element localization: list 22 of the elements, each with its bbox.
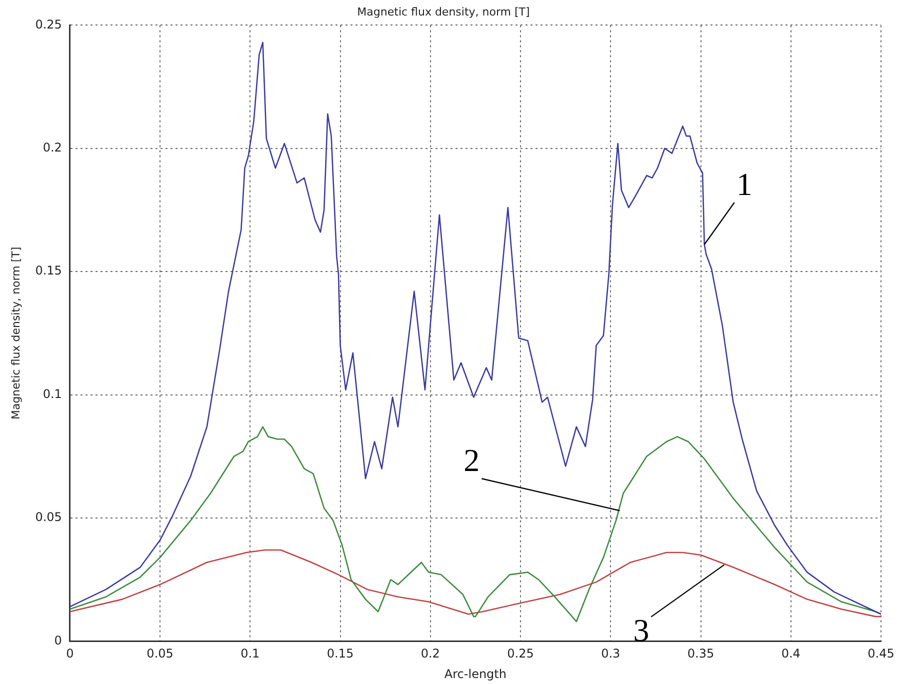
y-tick-label: 0.1	[42, 386, 62, 401]
x-axis-title: Arc-length	[444, 666, 506, 681]
x-tick-label: 0.15	[326, 646, 354, 661]
annotation: 2	[464, 442, 480, 478]
x-tick-label: 0.3	[601, 646, 620, 661]
y-axis-title: Magnetic flux density, norm [T]	[9, 246, 22, 420]
y-tick-label: 0.05	[35, 510, 62, 524]
y-tick-label: 0.15	[35, 264, 62, 278]
x-tick-label: 0.4	[781, 646, 800, 661]
annotation: 1	[736, 166, 752, 202]
x-tick-label: 0.45	[868, 646, 894, 661]
x-tick-label: 0.35	[687, 646, 714, 661]
x-tick-label: 0	[66, 646, 74, 661]
y-tick-label: 0.2	[42, 140, 62, 155]
x-tick-label: 0.1	[240, 646, 260, 661]
x-tick-label: 0.05	[146, 646, 174, 661]
chart-title: Magnetic flux density, norm [T]	[357, 5, 530, 18]
y-tick-label: 0.25	[35, 17, 62, 32]
annotation: 3	[633, 612, 650, 648]
x-tick-label: 0.2	[420, 646, 440, 661]
y-tick-label: 0	[54, 633, 62, 648]
x-tick-label: 0.25	[507, 646, 534, 661]
